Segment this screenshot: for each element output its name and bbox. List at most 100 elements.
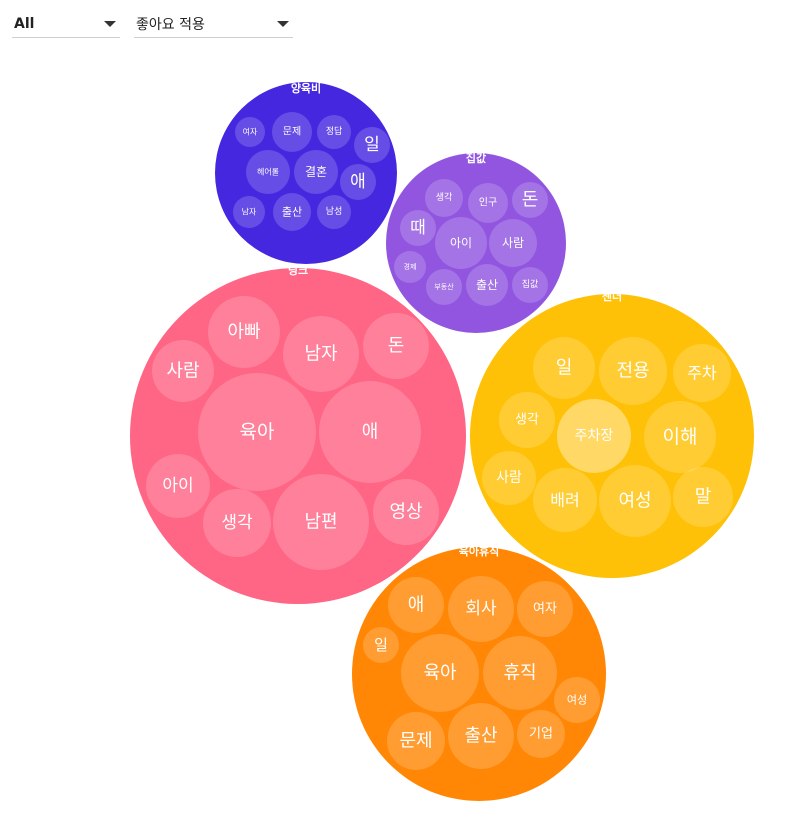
word-label: 남자: [242, 208, 257, 217]
word-label: 여성: [618, 491, 651, 512]
word-bubble[interactable]: [373, 479, 439, 545]
word-label: 기업: [529, 727, 553, 742]
chevron-down-icon: [104, 21, 116, 27]
word-label: 여자: [533, 602, 557, 617]
word-label: 생각: [515, 413, 539, 428]
word-label: 생각: [221, 513, 253, 533]
word-label: 사람: [496, 470, 522, 486]
word-bubble[interactable]: [448, 703, 514, 769]
word-label: 결혼: [305, 165, 327, 179]
word-bubble[interactable]: [363, 627, 399, 663]
word-bubble[interactable]: [317, 195, 351, 229]
word-bubble[interactable]: [319, 381, 421, 483]
group-bubble[interactable]: [130, 268, 466, 604]
word-label: 남성: [326, 206, 343, 217]
category-select[interactable]: All: [12, 10, 120, 38]
word-bubble[interactable]: [363, 313, 429, 379]
word-label: 남편: [304, 512, 337, 533]
word-bubble[interactable]: [233, 196, 265, 228]
word-bubble[interactable]: [673, 344, 731, 402]
word-bubble[interactable]: [512, 182, 548, 218]
word-bubble[interactable]: [466, 264, 508, 306]
word-bubble[interactable]: [388, 577, 444, 633]
word-bubble[interactable]: [387, 712, 445, 770]
word-label: 일: [364, 135, 380, 155]
word-label: 영상: [389, 502, 422, 523]
word-bubble[interactable]: [554, 677, 600, 723]
word-bubble[interactable]: [512, 267, 548, 303]
word-label: 애: [408, 595, 425, 616]
word-bubble[interactable]: [208, 296, 280, 368]
word-bubble[interactable]: [354, 127, 390, 163]
word-bubble[interactable]: [468, 183, 508, 223]
word-bubble[interactable]: [198, 373, 316, 491]
word-bubble[interactable]: [533, 468, 597, 532]
word-bubble[interactable]: [517, 710, 565, 758]
word-label: 말: [695, 487, 712, 508]
group-bubble[interactable]: [215, 82, 397, 264]
word-label: 일: [556, 358, 573, 379]
word-label: 회사: [465, 599, 497, 619]
word-label: 애: [350, 172, 366, 192]
group-label: 젠더: [602, 289, 622, 303]
word-bubble[interactable]: [673, 467, 733, 527]
word-label: 이해: [663, 426, 698, 448]
group-bubble[interactable]: [352, 547, 606, 801]
word-bubble[interactable]: [517, 581, 573, 637]
word-bubble[interactable]: [340, 164, 376, 200]
word-label: 돈: [522, 190, 539, 211]
word-bubble[interactable]: [448, 576, 514, 642]
word-label: 주차: [687, 364, 717, 383]
word-bubble[interactable]: [401, 634, 479, 712]
word-label: 휴직: [503, 663, 536, 684]
word-bubble[interactable]: [599, 337, 667, 405]
word-label: 문제: [399, 731, 432, 752]
word-bubble[interactable]: [152, 340, 214, 402]
word-bubble[interactable]: [435, 217, 487, 269]
word-bubble[interactable]: [533, 337, 595, 399]
word-bubble[interactable]: [482, 451, 536, 505]
word-bubble[interactable]: [273, 193, 311, 231]
word-label: 일: [374, 636, 388, 654]
word-bubble[interactable]: [644, 401, 716, 473]
word-label: 경제: [404, 262, 417, 271]
word-label: 남자: [304, 344, 338, 365]
word-bubble[interactable]: [283, 316, 359, 392]
word-bubble[interactable]: [273, 474, 369, 570]
word-bubble[interactable]: [599, 465, 671, 537]
word-label: 여성: [567, 694, 587, 707]
word-bubble[interactable]: [557, 399, 631, 473]
word-bubble[interactable]: [235, 117, 265, 147]
word-label: 아빠: [227, 322, 261, 343]
word-label: 헤어롤: [257, 167, 279, 177]
word-bubble[interactable]: [246, 150, 290, 194]
word-label: 때: [410, 218, 426, 238]
word-label: 아이: [162, 476, 193, 496]
word-bubble[interactable]: [394, 251, 426, 283]
word-bubble[interactable]: [489, 219, 537, 267]
word-bubble[interactable]: [483, 636, 557, 710]
like-select[interactable]: 좋아요 적용: [134, 10, 293, 38]
word-label: 육아: [423, 663, 457, 684]
word-bubble[interactable]: [272, 112, 312, 152]
word-bubble[interactable]: [294, 150, 338, 194]
group-bubble[interactable]: [386, 153, 566, 333]
word-bubble[interactable]: [425, 179, 463, 217]
word-bubble[interactable]: [499, 392, 555, 448]
word-label: 아이: [450, 236, 472, 250]
word-bubble[interactable]: [400, 210, 436, 246]
word-label: 애: [362, 422, 379, 443]
word-bubble[interactable]: [426, 269, 462, 305]
group-label: 육아휴직: [459, 544, 499, 558]
word-bubble[interactable]: [146, 454, 210, 518]
group-bubble[interactable]: [470, 294, 754, 578]
word-bubble[interactable]: [317, 115, 351, 149]
category-select-value: All: [14, 15, 35, 32]
word-bubble[interactable]: [203, 489, 271, 557]
